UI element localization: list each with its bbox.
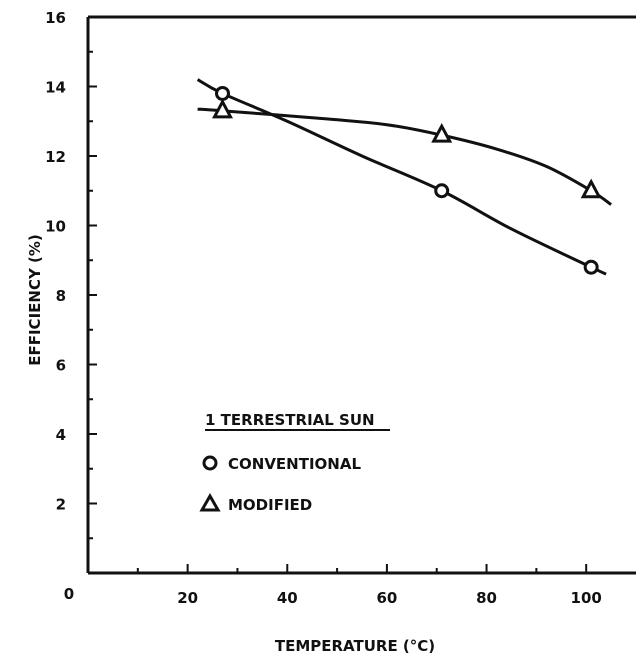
y-axis-title: EFFICIENCY (%) (26, 234, 44, 366)
legend: 1 TERRESTRIAL SUN CONVENTIONAL MODIFIED (199, 411, 390, 514)
y-tick-label: 8 (56, 287, 66, 305)
data-point-conventional (583, 259, 599, 275)
series-line-modified (197, 107, 612, 206)
axes (86, 15, 636, 575)
series-layer (196, 78, 612, 276)
x-axis-title: TEMPERATURE (°C) (275, 637, 435, 655)
x-tick-label: 100 (571, 589, 602, 607)
legend-circle-marker (202, 455, 218, 471)
y-tick-label: 10 (45, 218, 66, 236)
y-tick-label: 14 (45, 79, 66, 97)
y-tick-label: 4 (56, 426, 66, 444)
data-point-modified (212, 98, 234, 119)
y-tick-label: 12 (45, 148, 66, 166)
legend-label-modified: MODIFIED (228, 496, 312, 514)
y-tick-label: 16 (45, 9, 66, 27)
x-tick-label: 60 (376, 589, 397, 607)
tick-labels: 2 4 6 8 10 12 14 16 0 20 40 60 80 100 (45, 9, 602, 607)
data-point-modified (580, 178, 602, 199)
data-point-conventional (434, 183, 450, 199)
legend-title: 1 TERRESTRIAL SUN (205, 411, 375, 429)
y-tick-label: 2 (56, 496, 66, 514)
legend-label-conventional: CONVENTIONAL (228, 455, 361, 473)
y-tick-label: 6 (56, 357, 66, 375)
data-point-conventional (215, 85, 231, 101)
x-tick-label: 40 (277, 589, 298, 607)
legend-triangle-marker (199, 492, 221, 512)
data-point-modified (431, 122, 453, 143)
x-tick-label: 20 (177, 589, 198, 607)
origin-label: 0 (64, 585, 74, 603)
series-line-conventional (196, 78, 607, 276)
x-tick-label: 80 (476, 589, 497, 607)
